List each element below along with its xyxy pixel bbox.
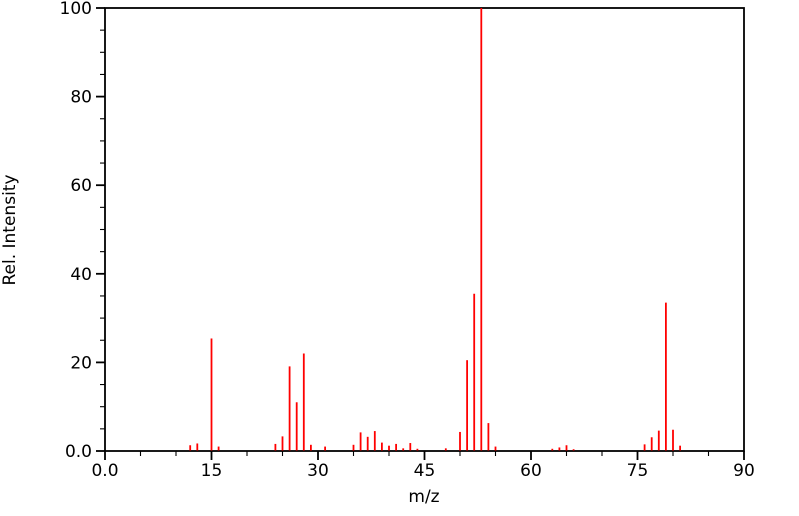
- x-tick-label: 45: [414, 461, 436, 481]
- x-tick-label: 30: [307, 461, 329, 481]
- x-axis-label: m/z: [408, 487, 439, 507]
- y-axis-ticks: [96, 7, 105, 452]
- y-axis-label: Rel. Intensity: [0, 174, 20, 285]
- y-tick-label: 60: [70, 176, 92, 196]
- y-tick-label: 100: [60, 0, 92, 19]
- y-axis-tick-labels: 0.0 20 40 60 80 100: [60, 0, 92, 462]
- x-tick-label: 60: [520, 461, 542, 481]
- x-axis-tick-labels: 0.0 15 30 45 60 75 90: [91, 461, 754, 481]
- x-tick-label: 90: [733, 461, 755, 481]
- y-tick-label: 40: [70, 265, 92, 285]
- x-tick-label: 0.0: [91, 461, 118, 481]
- x-tick-label: 15: [201, 461, 223, 481]
- y-tick-label: 20: [70, 353, 92, 373]
- y-tick-label: 0.0: [65, 442, 92, 462]
- plot-spines: [104, 7, 745, 452]
- y-tick-label: 80: [70, 88, 92, 108]
- plot-box: [104, 7, 745, 452]
- spectrum-peaks: [189, 8, 681, 451]
- x-axis-ticks: [104, 451, 745, 460]
- x-tick-label: 75: [627, 461, 649, 481]
